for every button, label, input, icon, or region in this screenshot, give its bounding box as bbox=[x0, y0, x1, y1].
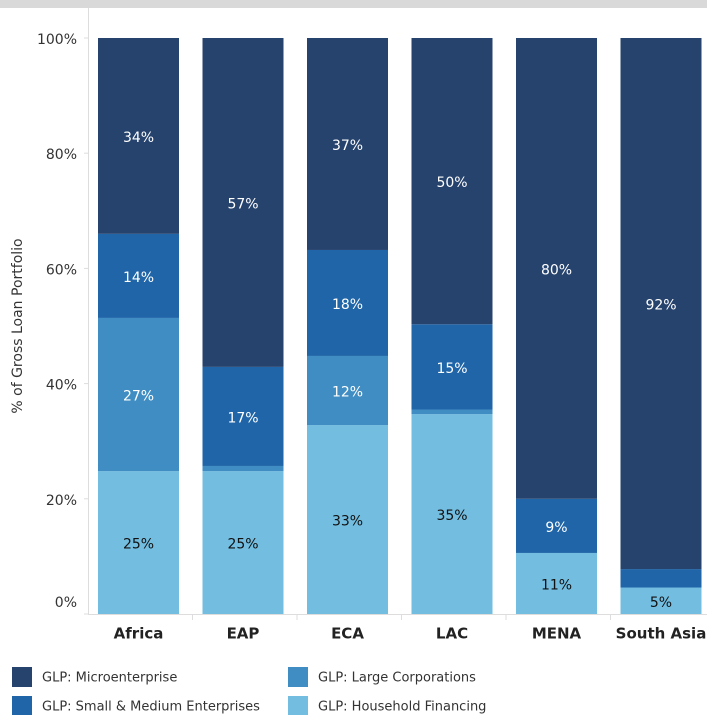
bar-segment bbox=[620, 587, 702, 614]
bar-segment bbox=[307, 38, 388, 250]
data-label: 25% bbox=[123, 537, 154, 553]
x-tick-label: Africa bbox=[114, 625, 164, 643]
bar-segment bbox=[98, 471, 179, 614]
y-tick-label: 0% bbox=[55, 595, 77, 611]
data-label: 34% bbox=[123, 130, 154, 146]
bar-segment bbox=[411, 409, 493, 415]
bar-segment bbox=[307, 249, 388, 356]
legend-swatch bbox=[12, 667, 32, 687]
data-label: 92% bbox=[645, 298, 676, 314]
y-tick-label: 60% bbox=[46, 262, 77, 278]
bar-segment bbox=[411, 324, 493, 410]
bar-segment bbox=[98, 233, 179, 318]
y-tick-label: 80% bbox=[46, 147, 77, 163]
x-tick-label: EAP bbox=[227, 625, 260, 643]
bar-segment bbox=[307, 425, 388, 614]
y-axis-label: % of Gross Loan Portfolio bbox=[10, 238, 26, 413]
legend-swatch bbox=[288, 667, 308, 687]
data-label: 14% bbox=[123, 270, 154, 286]
legend-label: GLP: Household Financing bbox=[318, 700, 486, 715]
bar-segment bbox=[202, 366, 284, 466]
data-label: 50% bbox=[436, 175, 467, 191]
data-label: 25% bbox=[227, 537, 258, 553]
bar-segment bbox=[98, 38, 179, 234]
data-label: 18% bbox=[332, 297, 363, 313]
data-label: 5% bbox=[650, 595, 672, 611]
x-tick-label: LAC bbox=[436, 625, 468, 643]
x-tick-label: ECA bbox=[331, 625, 364, 643]
legend-label: GLP: Large Corporations bbox=[318, 671, 476, 686]
legend-label: GLP: Microenterprise bbox=[42, 671, 177, 686]
bar-segment bbox=[202, 38, 284, 367]
y-tick-label: 40% bbox=[46, 378, 77, 394]
bar-segment bbox=[516, 38, 597, 499]
legend-label: GLP: Small & Medium Enterprises bbox=[42, 700, 260, 715]
data-label: 27% bbox=[123, 389, 154, 405]
bar-segment bbox=[411, 38, 493, 325]
data-label: 80% bbox=[541, 262, 572, 278]
y-tick-label: 100% bbox=[37, 32, 77, 48]
legend-swatch bbox=[288, 696, 308, 715]
data-label: 33% bbox=[332, 514, 363, 530]
bar-segment bbox=[202, 471, 284, 614]
x-tick-label: South Asia bbox=[616, 625, 707, 643]
bar-segment bbox=[411, 414, 493, 614]
bar-segment bbox=[516, 498, 597, 553]
data-label: 12% bbox=[332, 385, 363, 401]
data-label: 15% bbox=[436, 361, 467, 377]
x-tick-label: MENA bbox=[532, 625, 582, 643]
top-band bbox=[0, 0, 707, 8]
data-label: 37% bbox=[332, 138, 363, 154]
data-label: 9% bbox=[545, 520, 567, 536]
data-label: 17% bbox=[227, 410, 258, 426]
data-label: 35% bbox=[436, 508, 467, 524]
bar-segment bbox=[98, 317, 179, 472]
bar-segment bbox=[620, 38, 702, 570]
bar-segment bbox=[516, 552, 597, 614]
y-tick-label: 20% bbox=[46, 493, 77, 509]
bar-segment bbox=[202, 465, 284, 472]
data-label: 57% bbox=[227, 196, 258, 212]
bar-segment bbox=[620, 569, 702, 588]
bar-segment bbox=[307, 355, 388, 426]
data-label: 11% bbox=[541, 577, 572, 593]
legend-swatch bbox=[12, 696, 32, 715]
